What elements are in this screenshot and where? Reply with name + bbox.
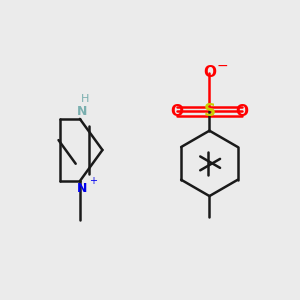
Text: −: −	[216, 59, 228, 73]
Text: O: O	[236, 104, 249, 119]
Text: N: N	[77, 105, 87, 118]
Text: O: O	[170, 104, 183, 119]
Text: O: O	[203, 65, 216, 80]
Text: N: N	[77, 182, 87, 195]
Text: +: +	[88, 176, 97, 186]
Text: H: H	[81, 94, 90, 104]
Text: S: S	[203, 102, 215, 120]
